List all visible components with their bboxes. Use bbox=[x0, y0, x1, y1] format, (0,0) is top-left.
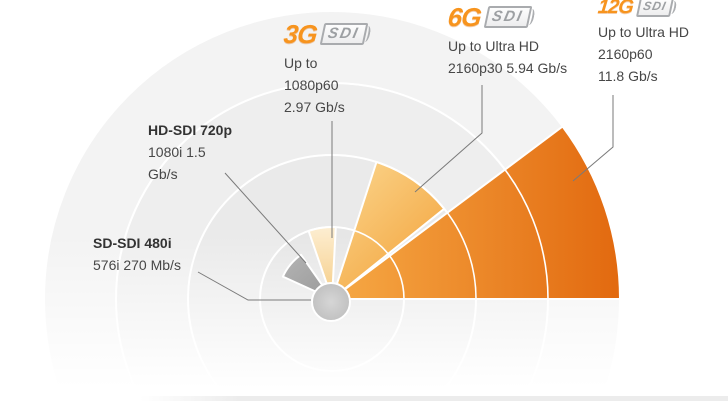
12g-sdi-label: 12G SDI Up to Ultra HD 2160p60 11.8 Gb/s bbox=[596, 0, 690, 87]
ring-divider-arc bbox=[115, 82, 549, 401]
12g-detail-line1: Up to Ultra HD bbox=[598, 24, 690, 40]
3g-detail-line2: 1080p60 bbox=[284, 77, 339, 93]
3g-detail-line1: Up to bbox=[284, 55, 318, 71]
sd-center-dot bbox=[311, 282, 351, 322]
12g-wedge bbox=[331, 125, 621, 300]
sdi-logo-badge: SDI bbox=[635, 0, 674, 17]
12g-sdi-logo: 12G SDI bbox=[596, 0, 689, 18]
12g-detail-line2: 2160p60 bbox=[598, 46, 653, 62]
hd-leader bbox=[224, 172, 307, 264]
12g-leader bbox=[572, 95, 614, 182]
6g-sdi-label: 6G SDI Up to Ultra HD 2160p30 5.94 Gb/s bbox=[446, 2, 568, 79]
6g-detail-line1: Up to Ultra HD bbox=[448, 38, 540, 54]
bottom-section-divider bbox=[140, 396, 728, 401]
3g-sdi-logo: 3G SDI bbox=[282, 19, 369, 49]
sd-sdi-detail: 576i 270 Mb/s bbox=[93, 257, 181, 273]
6g-sdi-logo: 6G SDI bbox=[446, 2, 567, 32]
6g-logo-number: 6G bbox=[446, 2, 483, 32]
sdi-logo-badge: SDI bbox=[319, 22, 369, 46]
sd-sdi-label: SD-SDI 480i 576i 270 Mb/s bbox=[93, 232, 181, 276]
12g-logo-number: 12G bbox=[596, 0, 634, 18]
sdi-logo-badge: SDI bbox=[483, 5, 533, 29]
3g-detail-line3: 2.97 Gb/s bbox=[284, 99, 345, 115]
sd-leader bbox=[197, 271, 311, 301]
3g-sdi-label: 3G SDI Up to 1080p60 2.97 Gb/s bbox=[282, 19, 369, 118]
6g-detail-line2: 2160p30 5.94 Gb/s bbox=[448, 60, 568, 76]
hd-sdi-title: HD-SDI 720p bbox=[148, 122, 233, 138]
hd-sdi-detail-line2: Gb/s bbox=[148, 166, 178, 182]
6g-leader bbox=[414, 85, 483, 193]
hd-sdi-detail-line1: 1080i 1.5 bbox=[148, 144, 206, 160]
3g-logo-number: 3G bbox=[282, 19, 319, 49]
sd-sdi-title: SD-SDI 480i bbox=[93, 235, 172, 251]
hd-sdi-label: HD-SDI 720p 1080i 1.5 Gb/s bbox=[148, 119, 232, 185]
12g-detail-line3: 11.8 Gb/s bbox=[598, 68, 658, 84]
